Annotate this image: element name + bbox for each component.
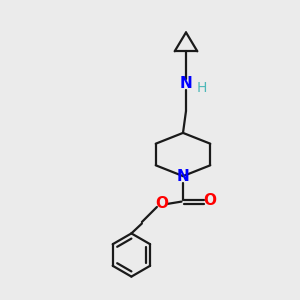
Text: N: N [177, 169, 189, 184]
Text: H: H [196, 81, 207, 94]
Text: O: O [155, 196, 168, 211]
Text: O: O [203, 193, 217, 208]
Text: N: N [180, 76, 192, 92]
